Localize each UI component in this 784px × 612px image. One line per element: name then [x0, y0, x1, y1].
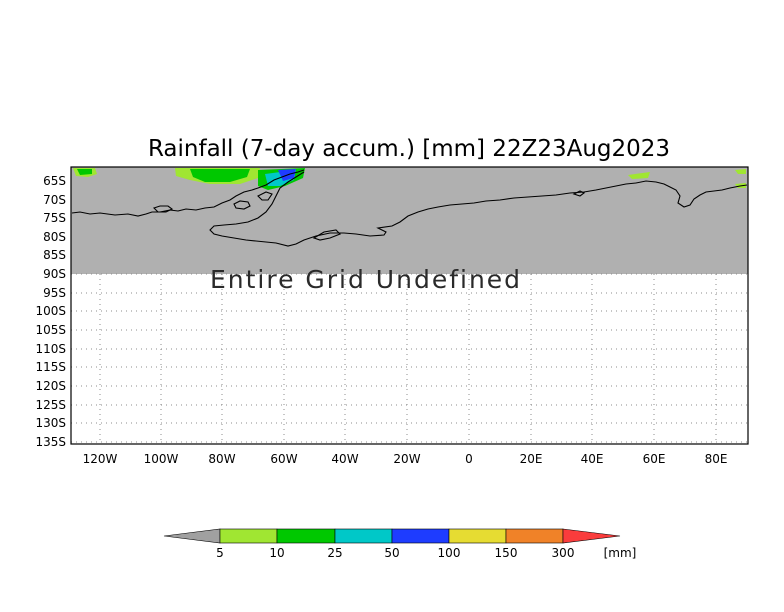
lat-label: 135S [35, 435, 66, 449]
rain-patch-green-2 [190, 169, 250, 182]
map-title: Rainfall (7-day accum.) [mm] 22Z23Aug202… [148, 136, 670, 162]
coastline-islands-1 [152, 205, 174, 213]
lon-label: 20W [393, 452, 420, 466]
lat-label: 65S [43, 174, 66, 188]
lat-label: 75S [43, 211, 66, 225]
lat-label: 70S [43, 193, 66, 207]
lat-label: 130S [35, 416, 66, 430]
lat-label: 100S [35, 304, 66, 318]
legend-swatch-100-150 [448, 528, 507, 544]
undefined-grid-message: Entire Grid Undefined [210, 265, 522, 294]
legend-swatch-25-50 [334, 528, 393, 544]
legend-tick-label: 25 [327, 546, 342, 560]
legend-swatch-50-100 [391, 528, 450, 544]
rain-patch-green [77, 169, 92, 175]
coastline-islands-3 [312, 229, 341, 241]
lat-label: 110S [35, 342, 66, 356]
legend-tick-label: 100 [438, 546, 461, 560]
undefined-data-region [71, 167, 748, 274]
graticule [71, 273, 748, 444]
longitude-labels: 120W 100W 80W 60W 40W 20W 0 20E 40E 60E … [83, 452, 728, 466]
lat-label: 80S [43, 230, 66, 244]
legend-swatch-above-300 [562, 528, 621, 544]
lon-label: 60E [643, 452, 666, 466]
lat-label: 115S [35, 360, 66, 374]
legend-tick-label: 5 [216, 546, 224, 560]
legend-tick-label: 50 [384, 546, 399, 560]
color-legend: 5 10 25 50 100 150 300 [mm] [163, 528, 637, 560]
legend-swatch-below-5 [163, 528, 221, 544]
legend-unit: [mm] [604, 546, 637, 560]
rain-patch-light-green-4 [735, 169, 746, 174]
lon-label: 60W [270, 452, 297, 466]
lon-label: 80W [208, 452, 235, 466]
lon-label: 100W [144, 452, 179, 466]
lat-label: 120S [35, 379, 66, 393]
lat-label: 85S [43, 248, 66, 262]
legend-tick-label: 10 [269, 546, 284, 560]
lon-label: 0 [465, 452, 473, 466]
legend-tick-label: 300 [552, 546, 575, 560]
latitude-labels: 65S 70S 75S 80S 85S 90S 95S 100S 105S 11… [35, 174, 66, 449]
map-plot-area: Entire Grid Undefined [70, 166, 749, 445]
lon-label: 40W [331, 452, 358, 466]
lat-label: 90S [43, 267, 66, 281]
legend-swatch-150-300 [505, 528, 564, 544]
coastline-peninsula-inner [209, 171, 748, 247]
lon-label: 120W [83, 452, 118, 466]
lat-label: 105S [35, 323, 66, 337]
lon-label: 20E [520, 452, 543, 466]
lat-label: 95S [43, 286, 66, 300]
coastline-west [71, 169, 305, 217]
rain-patch-light-green-3 [628, 172, 650, 179]
map-frame [70, 166, 749, 445]
legend-tick-label: 150 [495, 546, 518, 560]
lon-label: 80E [705, 452, 728, 466]
coastline-islands-5 [572, 190, 586, 197]
coastline-islands-4 [257, 191, 273, 201]
legend-swatch-5-10 [219, 528, 278, 544]
lon-label: 40E [581, 452, 604, 466]
legend-swatch-10-25 [276, 528, 336, 544]
coastline-islands-2 [233, 200, 251, 210]
lat-label: 125S [35, 398, 66, 412]
coastline [71, 169, 748, 247]
